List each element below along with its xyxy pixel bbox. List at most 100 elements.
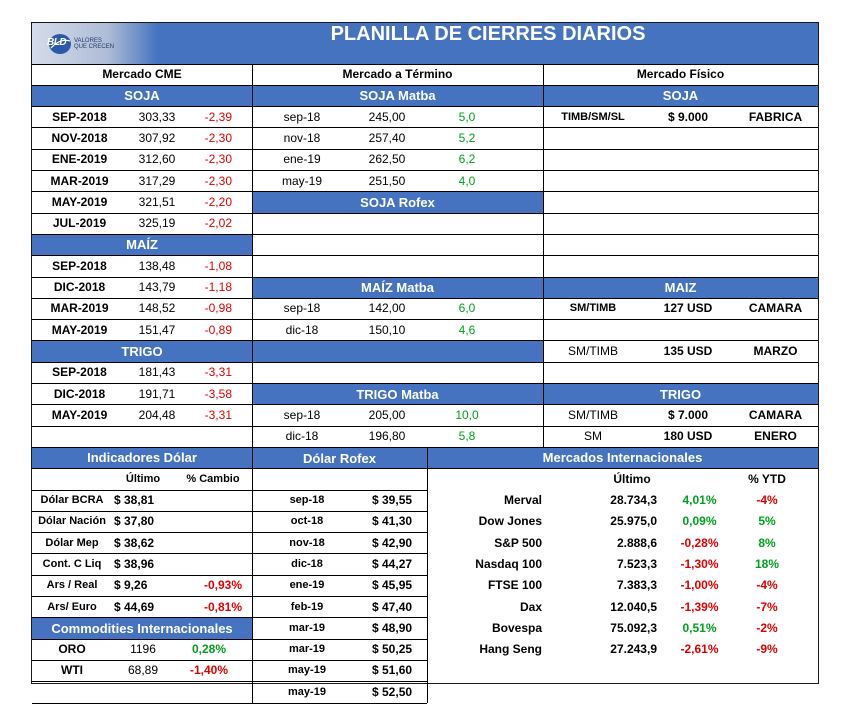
cme-soja-month: ENE-2019 [51, 152, 108, 167]
grid-line [32, 319, 818, 321]
termino-maiz-month: dic-18 [285, 322, 319, 337]
cme-maiz-month: MAR-2019 [50, 301, 109, 316]
intl-ytd-change: -9% [756, 642, 778, 657]
fisico-maiz-header: MAIZ [543, 277, 818, 298]
cme-maiz-month: DIC-2018 [53, 280, 106, 294]
grid-line [32, 425, 818, 427]
grid-line [252, 681, 427, 683]
intl-daily-change: 0,09% [682, 514, 717, 529]
termino-maiz-price: 150,10 [368, 322, 406, 337]
cme-maiz-header: MAÍZ [32, 234, 252, 256]
intl-ytd-change: 5% [758, 514, 776, 529]
cme-soja-price: 312,60 [138, 152, 176, 167]
rofex-value: $ 50,25 [372, 642, 413, 657]
rofex-month: dic-18 [291, 557, 323, 570]
intl-daily-change: -2,61% [680, 642, 719, 657]
termino-maiz-change: 6,0 [458, 301, 476, 316]
section-title-fisico: Mercado Físico [636, 67, 725, 81]
grid-line [251, 64, 253, 703]
rofex-month: mar-19 [288, 643, 326, 656]
cme-soja-price: 321,51 [138, 194, 176, 209]
termino-blank-band [252, 340, 543, 362]
cme-trigo-header: TRIGO [32, 340, 252, 362]
termino-maiz-change: 4,6 [458, 322, 476, 337]
fisico-maiz-location: SM/TIMB [569, 302, 617, 315]
termino-soja-price: 257,40 [368, 130, 406, 145]
dolar-name: Cont. C Liq [42, 557, 102, 570]
dolar-value: $ 44,69 [114, 599, 155, 614]
dolar-change: -0,93% [203, 578, 242, 593]
fisico-maiz-condition: MARZO [753, 343, 798, 358]
cme-soja-change: -2,30 [204, 173, 232, 188]
intl-ytd-change: 18% [754, 556, 780, 571]
grid-line [32, 191, 818, 193]
logo-tagline-line1: VALORES [74, 38, 102, 44]
cme-soja-month: MAY-2019 [51, 194, 108, 209]
closing-prices-sheet: BLD VALORES QUE CRECEN PLANILLA DE CIERR… [31, 22, 819, 704]
intl-daily-change: -1,30% [680, 556, 719, 571]
grid-line [252, 510, 427, 512]
grid-line [32, 340, 818, 342]
cme-soja-price: 317,29 [138, 173, 176, 188]
grid-line [32, 596, 252, 597]
cme-trigo-month: MAY-2019 [51, 407, 108, 422]
intl-col-ytd: % YTD [748, 471, 786, 486]
cme-maiz-month: SEP-2018 [52, 258, 107, 273]
page-title: PLANILLA DE CIERRES DIARIOS [330, 23, 646, 45]
intl-value: 7.523,3 [616, 556, 657, 571]
grid-line [32, 84, 818, 86]
cme-soja-month: JUL-2019 [52, 216, 107, 231]
intl-daily-change: 0,51% [682, 620, 717, 635]
grid-line [32, 532, 252, 534]
cme-trigo-month: DIC-2018 [53, 386, 106, 401]
fisico-soja-header: SOJA [543, 85, 818, 107]
grid-line [252, 468, 427, 470]
grid-line [32, 297, 818, 299]
cme-trigo-change: -3,31 [204, 407, 232, 422]
cme-soja-price: 307,92 [138, 130, 176, 145]
intl-value: 7.383,3 [616, 578, 657, 593]
rofex-month: nov-18 [289, 536, 325, 549]
intl-name: FTSE 100 [487, 578, 542, 593]
grid-line [32, 212, 818, 214]
rofex-value: $ 42,90 [372, 535, 413, 550]
intl-ytd-change: 8% [758, 535, 776, 550]
rofex-value: $ 44,27 [372, 556, 413, 571]
termino-trigo-change: 10,0 [455, 407, 479, 422]
grid-line [252, 489, 427, 491]
fisico-trigo-price: $ 7.000 [667, 407, 709, 422]
termino-trigo-month: dic-18 [285, 429, 319, 444]
intl-value: 25.975,0 [610, 514, 657, 529]
intl-name: S&P 500 [494, 535, 542, 550]
cme-soja-month: MAR-2019 [50, 173, 109, 188]
termino-trigo-price: 205,00 [368, 407, 406, 422]
section-title-cme: Mercado CME [102, 67, 182, 81]
termino-trigo-price: 196,80 [368, 429, 406, 444]
dolar-col-ultimo: Último [125, 472, 161, 485]
intl-daily-change: 4,01% [682, 493, 717, 507]
cme-maiz-change: -1,18 [204, 280, 232, 294]
dolar-value: $ 38,62 [114, 535, 155, 550]
cme-soja-month: SEP-2018 [52, 109, 107, 124]
commodity-name: WTI [61, 663, 83, 678]
rofex-value: $ 48,90 [372, 620, 413, 635]
grid-line [32, 468, 252, 470]
termino-soja-change: 5,2 [458, 130, 476, 145]
bld-logo: BLD VALORES QUE CRECEN [32, 23, 158, 64]
intl-value: 28.734,3 [610, 493, 657, 507]
cme-soja-change: -2,02 [204, 216, 232, 231]
grid-line [32, 148, 818, 150]
intl-daily-change: -1,39% [680, 599, 719, 614]
dolar-value: $ 38,81 [114, 493, 155, 507]
rofex-month: sep-18 [289, 494, 325, 506]
logo-tagline-line2: QUE CRECEN [74, 44, 115, 50]
rofex-value: $ 52,50 [372, 684, 413, 699]
intl-ytd-change: -4% [756, 493, 778, 507]
rofex-month: oct-18 [290, 515, 324, 528]
rofex-month: may-19 [288, 685, 326, 698]
grid-line [32, 170, 818, 171]
intl-name: Dow Jones [478, 514, 542, 529]
cme-soja-price: 303,33 [138, 109, 176, 124]
termino-soja-header: SOJA Matba [252, 85, 543, 107]
grid-line [32, 510, 252, 512]
